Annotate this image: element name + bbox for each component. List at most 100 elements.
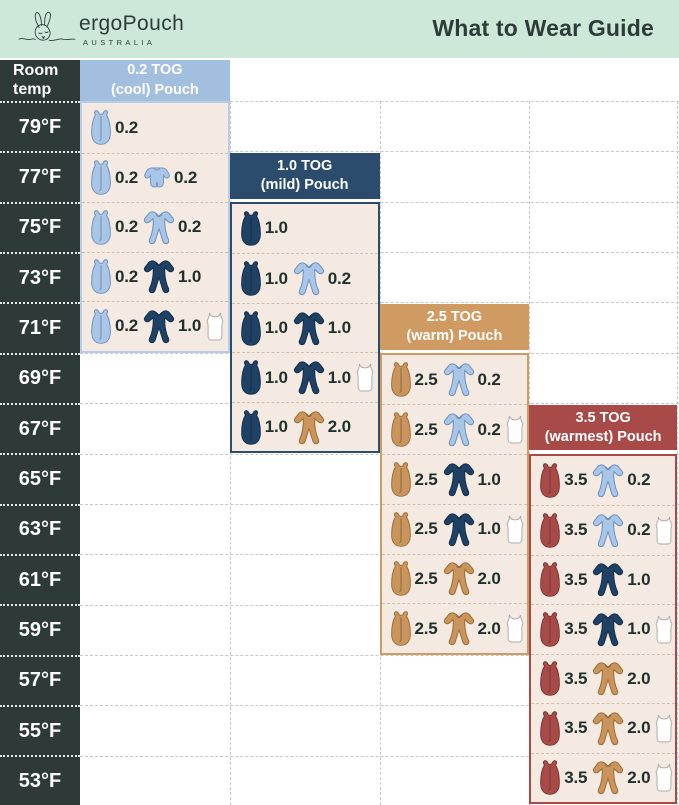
grid-vline (529, 101, 531, 805)
tog-value: 1.0 (477, 519, 501, 539)
tog-value: 3.5 (564, 718, 588, 738)
clothing-row-65f: 3.5 0.2 (531, 456, 675, 506)
onesie-icon (291, 409, 327, 446)
onesie-icon (291, 260, 327, 297)
onesie-icon (441, 511, 477, 548)
singlet-icon (204, 310, 226, 343)
tog-value: 0.2 (115, 217, 139, 237)
onesie-icon (291, 310, 327, 347)
onesie-icon (141, 258, 177, 295)
tog-value: 0.2 (115, 117, 139, 137)
pouch-icon (537, 561, 563, 598)
clothing-row-61f: 3.5 1.0 (531, 554, 675, 605)
clothing-row-67f: 2.5 0.2 (381, 404, 528, 454)
pouch-icon (537, 710, 563, 747)
temp-cell-73f: 73°F (0, 252, 80, 302)
panel-title-line1: 1.0 TOG (276, 157, 333, 174)
clothing-row-53f: 3.5 2.0 (531, 752, 675, 803)
tog-value: 0.2 (627, 520, 651, 540)
tog-value: 2.5 (414, 618, 438, 638)
temp-cell-55f: 55°F (0, 705, 80, 755)
singlet-icon (653, 613, 675, 646)
tog-value: 1.0 (327, 367, 351, 387)
pouch-icon (238, 210, 264, 247)
panel-header-2-5-tog: 2.5 TOG (warm) Pouch (379, 304, 530, 350)
tog-value: 0.2 (477, 419, 501, 439)
panel-title-line2: (cool) Pouch (110, 81, 199, 98)
pouch-icon (537, 759, 563, 796)
tog-value: 0.2 (115, 167, 139, 187)
clothing-row-59f: 2.5 2.0 (381, 603, 528, 653)
tog-value: 2.0 (627, 718, 651, 738)
tog-value: 2.0 (627, 767, 651, 787)
temp-cell-59f: 59°F (0, 604, 80, 654)
onesie-icon (441, 560, 477, 597)
pouch-icon (388, 461, 414, 498)
singlet-icon (653, 514, 675, 547)
clothing-row-59f: 3.5 1.0 (531, 604, 675, 654)
clothing-row-69f: 2.5 0.2 (382, 355, 528, 405)
tog-value: 3.5 (564, 619, 588, 639)
clothing-row-73f: 0.2 1.0 (82, 251, 228, 302)
temp-cell-71f: 71°F (0, 302, 80, 352)
onesie-icon (291, 359, 327, 396)
clothing-row-61f: 2.5 2.0 (381, 553, 528, 604)
tog-value: 2.0 (327, 417, 351, 437)
tog-value: 1.0 (627, 569, 651, 589)
pouch-icon (238, 409, 264, 446)
tog-value: 0.2 (327, 268, 351, 288)
onesie-icon (441, 461, 477, 498)
onesie-icon (590, 512, 626, 549)
header-bar: ergoPouch AUSTRALIA What to Wear Guide (0, 0, 679, 58)
clothing-row-65f: 2.5 1.0 (381, 454, 528, 504)
clothing-row-75f: 1.0 (232, 204, 378, 254)
pouch-icon (537, 611, 563, 648)
bunny-icon (18, 6, 76, 52)
tog-value: 1.0 (264, 417, 288, 437)
tog-value: 0.2 (627, 470, 651, 490)
temp-cell-53f: 53°F (0, 755, 80, 805)
singlet-icon (354, 361, 376, 394)
tog-value: 2.0 (627, 668, 651, 688)
tog-value: 2.5 (414, 519, 438, 539)
temp-cell-67f: 67°F (0, 403, 80, 453)
panel-body-0-2-tog: 0.2 0.2 0.2 0.2 0.2 0.2 1.0 0.2 1.0 (80, 101, 230, 353)
temp-cell-75f: 75°F (0, 201, 80, 252)
singlet-icon (653, 712, 675, 745)
tog-value: 1.0 (264, 318, 288, 338)
panel-title-line1: 0.2 TOG (127, 62, 183, 79)
clothing-row-79f: 0.2 (82, 103, 228, 153)
pouch-icon (537, 512, 563, 549)
tog-value: 0.2 (174, 167, 198, 187)
tog-value: 3.5 (564, 668, 588, 688)
panel-title-line1: 2.5 TOG (426, 308, 483, 325)
tog-value: 3.5 (564, 470, 588, 490)
page-title: What to Wear Guide (432, 15, 654, 41)
panel-body-1-0-tog: 1.0 1.0 0.2 1.0 1.0 1.0 1.0 1.0 2.0 (229, 201, 380, 454)
tog-value: 2.5 (414, 568, 438, 588)
romper-icon (141, 165, 173, 191)
tog-value: 1.0 (264, 218, 288, 238)
tog-value: 2.0 (477, 618, 501, 638)
pouch-icon (88, 109, 114, 146)
temp-cell-63f: 63°F (0, 503, 80, 554)
clothing-row-63f: 3.5 0.2 (531, 505, 675, 555)
clothing-row-69f: 1.0 1.0 (231, 352, 378, 402)
pouch-icon (238, 310, 264, 347)
tog-value: 3.5 (564, 767, 588, 787)
tog-value: 0.2 (115, 316, 139, 336)
onesie-icon (441, 361, 477, 398)
tog-value: 1.0 (264, 268, 288, 288)
onesie-icon (590, 660, 626, 697)
tog-value: 1.0 (264, 367, 288, 387)
panel-body-3-5-tog: 3.5 0.2 3.5 0.2 3.5 1.0 3.5 1.0 3.5 2.0 3.5 2.0 3.5 2… (529, 453, 677, 804)
temp-cell-69f: 69°F (0, 352, 80, 403)
panel-header-1-0-tog: 1.0 TOG (mild) Pouch (229, 153, 380, 199)
panel-title-line2: (warmest) Pouch (544, 428, 662, 445)
brand-logo: ergoPouch AUSTRALIA (18, 6, 184, 52)
brand-text: ergoPouch AUSTRALIA (79, 12, 184, 47)
brand-country: AUSTRALIA (83, 37, 156, 47)
tog-value: 2.5 (414, 469, 438, 489)
clothing-row-77f: 0.2 0.2 (82, 152, 228, 203)
